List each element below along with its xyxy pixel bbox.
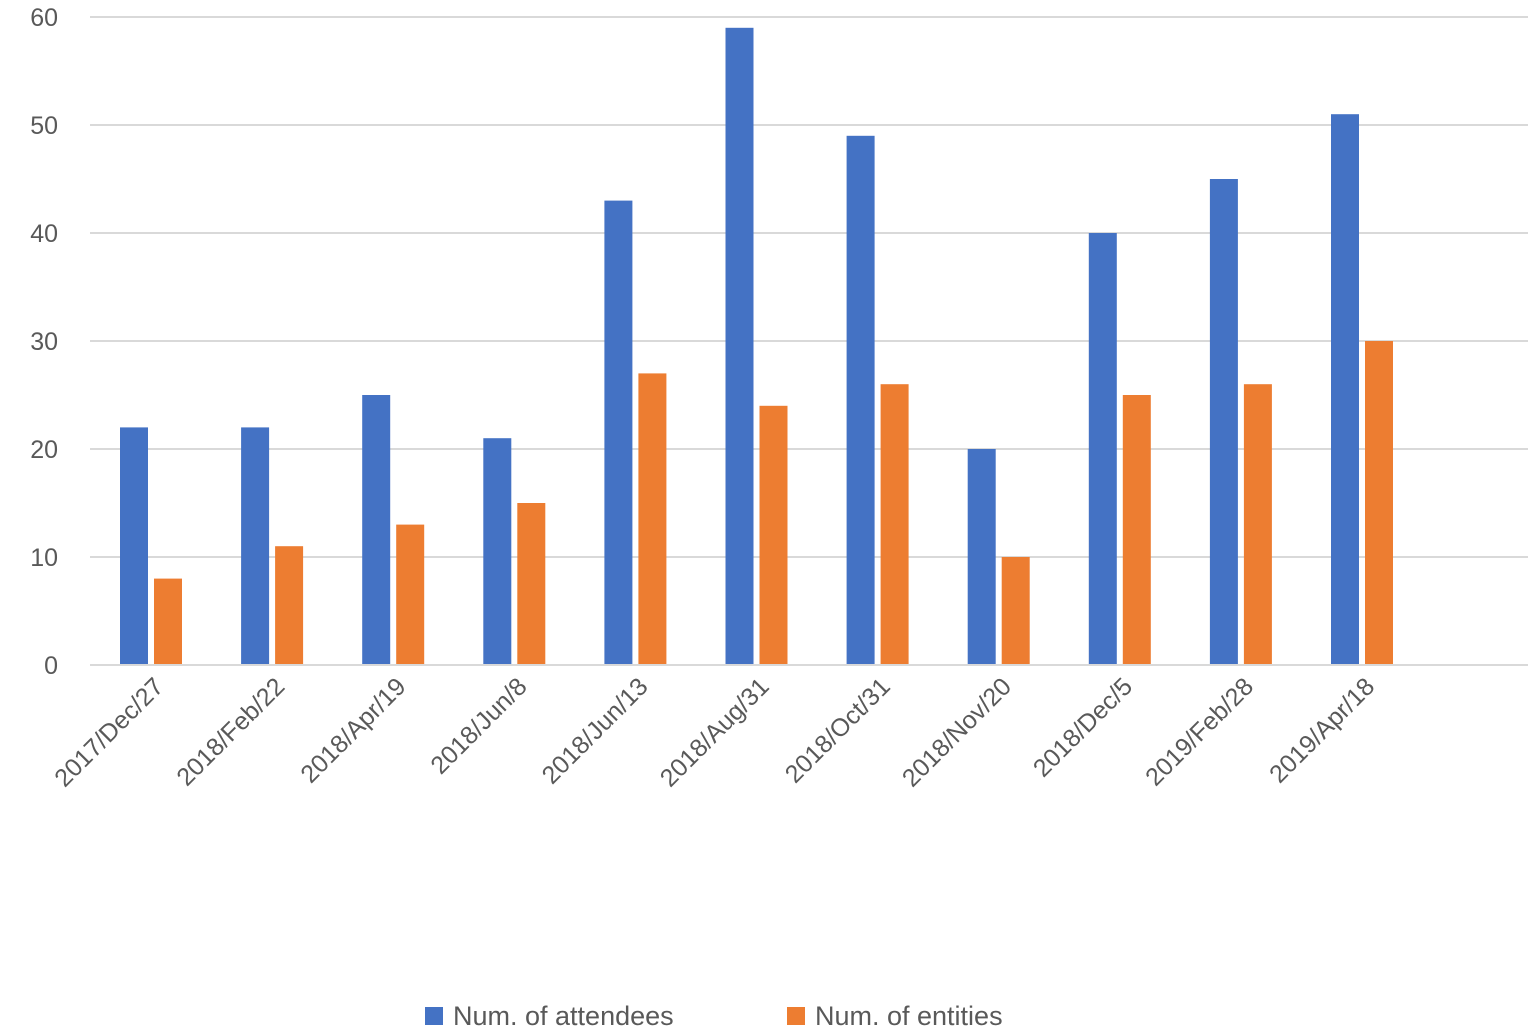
x-tick-label-4: 2018/Jun/13 — [537, 672, 654, 789]
bar-entities-6 — [880, 384, 909, 665]
bar-attendees-6 — [846, 135, 875, 666]
y-tick-label-30: 30 — [30, 328, 58, 356]
y-tick-label-0: 0 — [44, 652, 58, 680]
bar-attendees-5 — [725, 27, 754, 666]
x-tick-label-9: 2019/Feb/28 — [1140, 672, 1259, 791]
bar-attendees-4 — [604, 200, 633, 665]
bar-entities-5 — [759, 405, 788, 665]
x-tick-label-3: 2018/Jun/8 — [425, 672, 532, 779]
y-tick-label-50: 50 — [30, 112, 58, 140]
bar-entities-9 — [1243, 384, 1272, 665]
bar-attendees-3 — [483, 438, 512, 665]
y-tick-label-20: 20 — [30, 436, 58, 464]
x-tick-label-0: 2017/Dec/27 — [49, 672, 169, 792]
x-tick-label-1: 2018/Feb/22 — [171, 672, 290, 791]
bar-attendees-1 — [241, 427, 270, 665]
bar-attendees-10 — [1331, 114, 1359, 665]
legend-swatch-entities — [787, 1007, 805, 1025]
legend: Num. of attendees Num. of entities — [0, 998, 1530, 1034]
y-tick-label-60: 60 — [30, 4, 58, 32]
bar-entities-3 — [517, 503, 546, 665]
bar-entities-8 — [1122, 395, 1151, 665]
x-tick-label-6: 2018/Oct/31 — [780, 672, 896, 788]
bar-entities-10 — [1365, 341, 1393, 665]
x-tick-label-5: 2018/Aug/31 — [655, 672, 775, 792]
bar-attendees-2 — [362, 395, 391, 665]
legend-item-entities: Num. of entities — [787, 998, 1003, 1034]
legend-item-attendees: Num. of attendees — [425, 998, 674, 1034]
x-tick-label-2: 2018/Apr/19 — [295, 672, 411, 788]
legend-label-entities: Num. of entities — [815, 1000, 1003, 1031]
bar-entities-0 — [154, 578, 182, 665]
bar-entities-4 — [638, 373, 667, 665]
bar-entities-7 — [1001, 557, 1030, 665]
legend-label-attendees: Num. of attendees — [453, 1000, 674, 1031]
bar-entities-2 — [396, 524, 425, 665]
x-tick-label-8: 2018/Dec/5 — [1028, 672, 1138, 782]
bar-attendees-0 — [120, 427, 148, 665]
bar-attendees-7 — [967, 449, 996, 665]
bar-attendees-8 — [1088, 233, 1117, 665]
bar-attendees-9 — [1209, 179, 1238, 665]
y-tick-label-10: 10 — [30, 544, 58, 572]
legend-swatch-attendees — [425, 1007, 443, 1025]
y-tick-label-40: 40 — [30, 220, 58, 248]
bar-entities-1 — [275, 546, 304, 665]
x-tick-label-10: 2019/Apr/18 — [1264, 672, 1380, 788]
x-tick-label-7: 2018/Nov/20 — [897, 672, 1017, 792]
